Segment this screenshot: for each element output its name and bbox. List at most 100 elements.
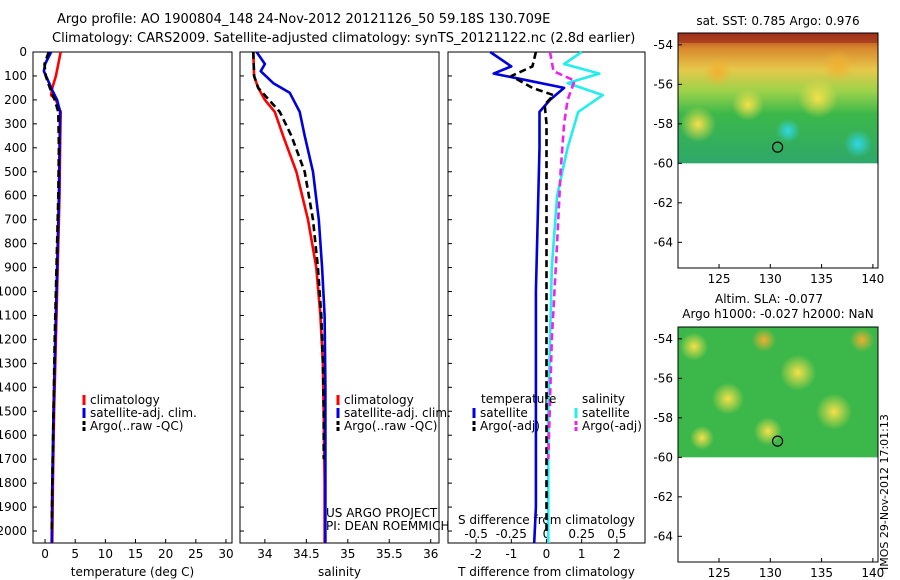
salinity-panel: 34 34.5 35 35.5 36 salinity climatologysatelli… [239, 51, 451, 579]
y-tick-label: 400 [4, 141, 27, 155]
y-tick-label: 200 [4, 93, 27, 107]
sst-map-panel: sat. SST: 0.785 Argo: 0.976 -54 -56 -58 -60 -… [653, 14, 884, 286]
salinity-tick-label: 0.5 [607, 527, 626, 541]
y-tick-label: 1800 [0, 476, 27, 490]
x-tick-label: 36 [423, 547, 438, 561]
x-tick-label: 135 [810, 566, 833, 580]
x-tick-label: 34.5 [293, 547, 320, 561]
y-tick-label: -54 [653, 38, 673, 52]
series-line-argo-raw-qc- [43, 51, 61, 532]
x-tick-label: 20 [158, 547, 173, 561]
y-tick-label: 1900 [0, 500, 27, 514]
x-axis-label: temperature (deg C) [71, 565, 194, 579]
y-tick-label: -56 [653, 371, 673, 385]
field-texture-blob [754, 417, 782, 446]
legend-label: Argo(..raw -QC) [90, 419, 183, 433]
y-tick-label: 600 [4, 189, 27, 203]
series-line-temperature-satellite [489, 50, 566, 544]
x-axis-label: T difference from climatology [457, 565, 635, 579]
y-tick-label: 900 [4, 261, 27, 275]
y-tick-label: -58 [653, 117, 673, 131]
field-texture-blob [776, 118, 800, 143]
y-tick-label: 0 [19, 45, 27, 59]
plot-frame [32, 51, 233, 544]
y-tick-label: -64 [653, 235, 673, 249]
field-texture-blob [850, 328, 874, 353]
x-tick-label: 35 [340, 547, 355, 561]
y-tick-label: -60 [653, 450, 673, 464]
y-tick-label: 500 [4, 165, 27, 179]
float-location-marker [771, 141, 784, 153]
x-tick-label: -1 [505, 547, 517, 561]
map-frame [677, 326, 879, 563]
figure-title-line2: Climatology: CARS2009. Satellite-adjuste… [52, 31, 635, 46]
field-texture-blob [680, 332, 708, 361]
legend-label: satellite [480, 406, 528, 420]
legend-label: Argo(-adj) [480, 419, 540, 433]
legend-label: climatology [90, 393, 160, 407]
x-tick-label: 125 [708, 566, 731, 580]
x-tick-label: 2 [613, 547, 621, 561]
y-tick-label: -64 [653, 529, 673, 543]
x-tick-label: 130 [759, 566, 782, 580]
difference-panel: -2 -1 0 1 2 T difference from climatology -0.5… [447, 50, 646, 579]
x-tick-label: 15 [128, 547, 143, 561]
x-tick-label: 30 [218, 547, 233, 561]
x-tick-label: 0 [41, 547, 49, 561]
legend-label: satellite-adj. clim. [344, 406, 451, 420]
x-tick-label: 25 [188, 547, 203, 561]
legend-label: climatology [344, 393, 414, 407]
y-tick-label: -58 [653, 411, 673, 425]
salinity-tick-label: 0.25 [568, 527, 595, 541]
y-tick-label: 1400 [0, 380, 27, 394]
x-tick-label: 135 [810, 272, 833, 286]
field-texture-blob [844, 129, 872, 158]
y-tick-label: -54 [653, 332, 673, 346]
y-tick-label: 700 [4, 213, 27, 227]
series-line-temperature-argo-adj- [509, 51, 555, 531]
y-tick-label: -60 [653, 156, 673, 170]
legend-heading-temperature: temperature [481, 392, 556, 406]
series-line-argo-raw-qc- [252, 51, 326, 460]
y-tick-label: -62 [653, 490, 673, 504]
sla-map-title: Altim. SLA: -0.077 [715, 292, 823, 306]
legend-label: satellite [582, 406, 630, 420]
y-tick-label: -56 [653, 77, 673, 91]
legend-label: satellite-adj. clim. [90, 406, 197, 420]
salinity-tick-label: -0.25 [496, 527, 527, 541]
x-tick-label: 0 [543, 547, 551, 561]
legend-label: Argo(..raw -QC) [344, 419, 437, 433]
x-tick-label: 35.5 [376, 547, 403, 561]
series-line-salinity-argo-adj- [547, 51, 576, 460]
x-tick-label: 125 [708, 272, 731, 286]
sst-map-title: sat. SST: 0.785 Argo: 0.976 [696, 14, 859, 28]
timestamp-stamp: IMOS 29-Nov-2012 17:01:13 [878, 414, 891, 570]
y-tick-label: 2000 [0, 524, 27, 538]
credit-pi: PI: DEAN ROEMMICH [326, 519, 449, 533]
field-texture-blob [680, 106, 716, 143]
y-tick-label: 1700 [0, 452, 27, 466]
y-tick-label: 1300 [0, 356, 27, 370]
field-texture-blob [752, 328, 776, 353]
field-warm-band [678, 33, 878, 43]
y-tick-label: 100 [4, 69, 27, 83]
x-tick-label: 5 [71, 547, 79, 561]
credit-project: US ARGO PROJECT [326, 506, 438, 520]
plot-frame [239, 51, 440, 544]
x-axis-label: salinity [318, 565, 361, 579]
series-line-climatology [252, 51, 326, 543]
field-texture-blob [780, 354, 816, 391]
x-tick-label: -2 [470, 547, 482, 561]
field-texture-blob [704, 58, 732, 87]
salinity-tick-label: -0.5 [464, 527, 487, 541]
y-tick-label: 1200 [0, 332, 27, 346]
y-tick-label: 300 [4, 117, 27, 131]
field-texture-blob [798, 78, 838, 119]
x-tick-label: 34 [257, 547, 272, 561]
sla-map-subtitle: Argo h1000: -0.027 h2000: NaN [682, 307, 874, 321]
salinity-tick-label: 0 [543, 527, 551, 541]
map-field [678, 33, 878, 164]
x-tick-label: 1 [578, 547, 586, 561]
field-texture-blob [712, 382, 744, 415]
y-tick-label: 1100 [0, 308, 27, 322]
